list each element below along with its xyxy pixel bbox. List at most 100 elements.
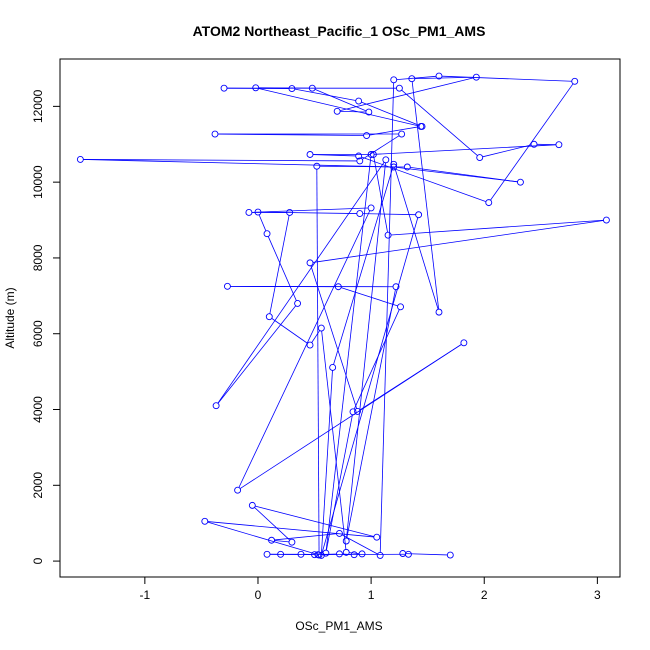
series-line-segment [271,318,308,344]
data-point [322,549,330,557]
data-point [390,163,398,171]
series-line-segment [374,144,556,155]
y-axis: 0 2000 4000 6000 8000 10000 12000 [31,89,60,564]
x-axis-label: OSc_PM1_AMS [295,619,382,633]
data-point [220,84,228,92]
data-point [335,550,343,558]
data-point [555,141,563,149]
series-line-segment [217,305,297,404]
data-point [415,211,423,219]
data-point [403,163,411,171]
data-point [268,536,276,544]
series-line-segment [83,159,357,162]
series-line-segment [258,88,419,127]
series-line-segment [482,144,532,158]
series-line-segment [411,81,440,310]
data-point [446,551,454,559]
data-point [234,486,242,494]
data-point [308,84,316,92]
series-line-segment [255,505,374,537]
data-point [530,140,538,148]
series-line-segment [313,154,356,157]
series-line-segment [217,133,364,136]
data-point [288,85,296,93]
series-line-segment [341,534,378,555]
series-line-segment [267,236,297,301]
data-point [277,550,285,558]
series-line-segment [254,507,290,541]
series-line-segment [260,211,357,214]
plot-frame [59,58,621,578]
series-line-segment [396,166,518,183]
data-point [306,341,314,349]
y-tick-label: 8000 [31,244,45,271]
data-point [390,160,398,168]
x-tick-label: 1 [368,588,375,602]
series-line-segment [238,210,371,488]
x-tick-label: 0 [255,588,262,602]
data-point [354,407,361,415]
series-line-segment [207,521,374,538]
data-point [358,550,366,558]
data-point [315,551,323,559]
data-point [245,209,253,216]
series-line-segment [83,159,391,168]
data-point [356,210,364,218]
series-line-segment [251,207,369,213]
x-axis: -1 0 1 2 3 [140,577,601,602]
data-point [382,156,390,164]
data-point [317,324,325,332]
data-point [286,209,294,216]
data-point [212,402,220,410]
data-point [223,282,231,290]
series-line-segment [321,330,347,550]
series-line-segment [314,88,367,112]
series-line-segment [321,217,419,553]
data-point [306,259,314,267]
data-point [334,283,342,291]
series-line-segment [391,219,604,236]
data-point [342,537,350,545]
data-point [350,551,358,559]
data-point [404,550,412,558]
data-point [435,308,443,316]
data-point [335,529,343,537]
data-point [311,551,318,559]
y-tick-label: 12000 [31,89,45,123]
data-point [376,551,384,559]
data-point [390,76,398,84]
series-line-segment [359,344,462,411]
y-tick-label: 2000 [31,472,45,499]
data-point [248,501,256,509]
data-point [252,84,260,92]
data-point [571,77,579,85]
data-point [363,132,371,139]
data-point [263,230,271,238]
data-point [460,339,468,347]
data-point [329,364,337,371]
series-line-segment [405,553,448,556]
series-line-segment [269,215,290,314]
data-point [392,283,400,291]
data-point [408,75,416,83]
series-line-segment [346,289,396,539]
series-line-segment [217,162,385,404]
y-axis-label: Altitude (m) [3,287,17,348]
data-point [288,538,296,546]
series-line-segment [310,265,358,409]
y-tick-label: 0 [31,557,45,564]
series-line-segment [394,167,439,310]
series-line-segment [353,309,400,410]
series-points [76,72,610,559]
series-line-segment [321,370,333,553]
chart-title: ATOM2 Northeast_Pacific_1 OSc_PM1_AMS [193,23,486,39]
series-line-segment [274,533,337,541]
data-point [516,178,524,186]
series-line-segment [333,167,394,365]
x-tick-label: 3 [594,588,601,602]
data-point [367,204,375,212]
series-line-segment [401,89,478,156]
x-tick-label: 2 [481,588,488,602]
data-point [76,155,84,163]
